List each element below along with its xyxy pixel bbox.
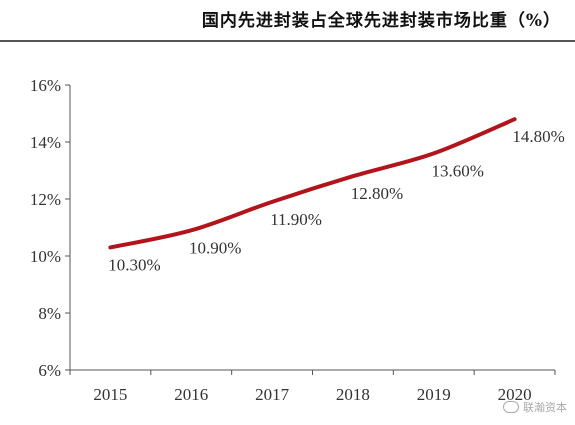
data-point [271,201,273,203]
x-tick-label: 2015 [93,385,127,404]
y-tick-label: 10% [30,247,61,266]
data-label: 13.60% [432,161,484,180]
x-tick-label: 2017 [255,385,290,404]
x-tick-label: 2020 [498,385,532,404]
data-point [352,175,354,177]
wechat-icon [503,401,519,413]
y-tick-label: 16% [30,76,61,95]
data-label: 14.80% [512,127,564,146]
data-label: 12.80% [351,184,403,203]
y-tick-label: 14% [30,133,61,152]
y-tick-label: 8% [38,304,61,323]
data-label: 10.90% [189,238,241,257]
title-divider [0,40,575,42]
data-label: 10.30% [108,255,160,274]
x-tick-label: 2016 [174,385,208,404]
x-tick-label: 2018 [336,385,370,404]
y-tick-label: 12% [30,190,61,209]
chart-data-labels: 10.30% 10.90% 11.90% 12.80% 13.60% 14.80% [108,127,565,274]
data-point [514,118,516,120]
data-point [433,152,435,154]
watermark: 联瀚资本 [503,399,567,415]
chart-series [108,117,517,250]
chart-title: 国内先进封装占全球先进封装市场比重（%） [201,11,561,31]
data-point [109,246,111,248]
data-point [190,229,192,231]
x-tick-label: 2019 [417,385,451,404]
chart-axes: 6% 8% 10% 12% 14% 16% 2015 2016 2017 2018 2019 2020 [30,76,556,404]
series-line [108,117,517,250]
watermark-text: 联瀚资本 [523,401,567,414]
y-tick-label: 6% [38,361,61,380]
data-label: 11.90% [270,210,322,229]
